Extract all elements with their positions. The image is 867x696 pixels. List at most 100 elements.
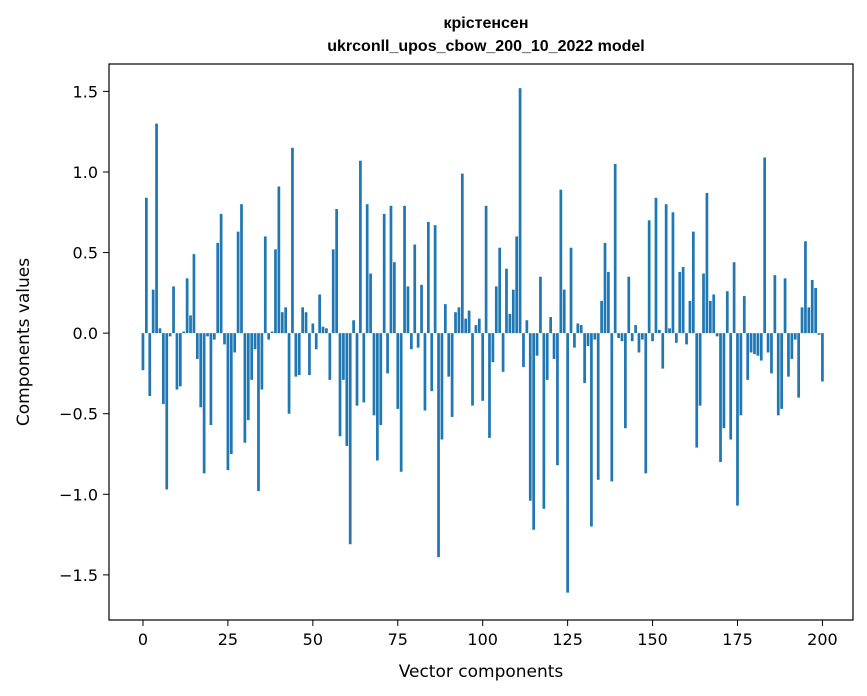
bar-component-136: [603, 242, 607, 334]
bar-component-107: [505, 268, 508, 334]
bar-component-143: [627, 276, 631, 334]
bar-component-114: [528, 333, 532, 501]
bar-component-101: [484, 205, 488, 334]
bar-component-17: [199, 333, 203, 408]
bar-component-73: [389, 205, 393, 334]
bar-component-141: [620, 333, 624, 342]
bar-component-87: [437, 333, 440, 558]
bar-component-94: [460, 173, 464, 334]
bar-component-156: [671, 212, 675, 334]
y-tick-label: −1.0: [59, 485, 98, 504]
bar-component-36: [263, 236, 267, 334]
bar-component-113: [525, 320, 529, 334]
bar-component-197: [810, 279, 814, 334]
bar-component-184: [766, 333, 770, 353]
bar-component-0: [141, 333, 145, 371]
bar-component-179: [749, 333, 753, 353]
bar-component-117: [539, 276, 542, 334]
bar-component-95: [464, 318, 468, 334]
x-tick-label: 125: [552, 630, 583, 649]
bar-component-193: [797, 333, 800, 398]
bar-component-100: [481, 333, 485, 401]
bar-component-26: [229, 333, 233, 455]
bar-component-37: [267, 333, 271, 340]
y-tick-label: 1.0: [73, 163, 98, 182]
bars-group: [141, 88, 824, 593]
bar-component-110: [515, 236, 519, 334]
bar-component-119: [545, 333, 549, 380]
bar-component-24: [223, 333, 226, 345]
bar-component-165: [702, 273, 705, 334]
bar-component-194: [800, 307, 804, 334]
bar-component-153: [661, 333, 665, 369]
bar-component-68: [372, 333, 376, 416]
bar-component-133: [593, 333, 597, 340]
bar-component-42: [284, 307, 288, 334]
bar-component-187: [776, 333, 780, 416]
bar-component-124: [562, 289, 566, 334]
bar-component-76: [399, 333, 403, 472]
x-tick-label: 75: [388, 630, 408, 649]
bar-component-9: [172, 286, 175, 334]
bar-component-35: [260, 333, 264, 390]
bar-component-45: [294, 333, 298, 377]
bar-component-162: [691, 231, 695, 334]
bar-component-146: [637, 333, 641, 353]
bar-component-198: [814, 288, 817, 334]
bar-component-34: [257, 333, 260, 492]
bar-component-147: [641, 333, 644, 340]
x-tick-label: 0: [138, 630, 148, 649]
bar-component-132: [590, 333, 593, 527]
bar-component-150: [651, 333, 654, 342]
x-tick-label: 175: [722, 630, 753, 649]
bar-component-195: [804, 241, 807, 334]
bar-component-140: [617, 333, 620, 338]
bar-component-90: [447, 333, 451, 377]
bar-component-58: [338, 333, 342, 437]
bar-component-59: [342, 333, 345, 380]
bar-component-25: [226, 333, 230, 471]
bar-component-158: [678, 271, 682, 334]
bar-component-10: [175, 333, 179, 390]
bar-component-70: [379, 333, 383, 425]
plot-frame: [108, 63, 854, 621]
bar-component-5: [158, 328, 162, 334]
bar-component-190: [787, 333, 790, 377]
bar-component-38: [270, 331, 274, 334]
bar-component-51: [314, 333, 318, 350]
bar-component-6: [162, 333, 165, 405]
bar-component-170: [719, 333, 722, 463]
bar-component-69: [376, 333, 379, 461]
bar-component-104: [494, 286, 498, 334]
bar-component-167: [708, 300, 712, 334]
bar-component-123: [559, 189, 563, 334]
bar-component-81: [416, 333, 420, 348]
bar-component-172: [725, 291, 729, 334]
bar-component-189: [783, 278, 787, 334]
bar-component-15: [192, 254, 196, 334]
bar-component-159: [681, 267, 685, 334]
bar-component-65: [362, 333, 366, 403]
bar-component-173: [729, 333, 733, 440]
bar-component-128: [576, 323, 580, 334]
bar-component-152: [658, 329, 661, 334]
bar-component-120: [549, 317, 552, 334]
bar-component-116: [535, 333, 539, 356]
bar-component-92: [454, 312, 457, 334]
bar-component-192: [793, 333, 797, 340]
bar-component-177: [742, 296, 746, 334]
bar-component-142: [624, 333, 627, 429]
bar-component-115: [532, 333, 536, 530]
bar-component-129: [579, 325, 583, 334]
bar-component-13: [185, 278, 189, 334]
bar-component-75: [396, 333, 400, 409]
bar-component-2: [148, 333, 152, 396]
bar-component-145: [634, 325, 637, 334]
bar-component-23: [219, 213, 223, 334]
bar-component-14: [189, 315, 192, 334]
bar-component-80: [413, 244, 417, 334]
bar-component-196: [807, 307, 811, 334]
bar-component-151: [654, 197, 658, 334]
bar-component-67: [369, 273, 372, 334]
bar-component-32: [250, 333, 254, 380]
